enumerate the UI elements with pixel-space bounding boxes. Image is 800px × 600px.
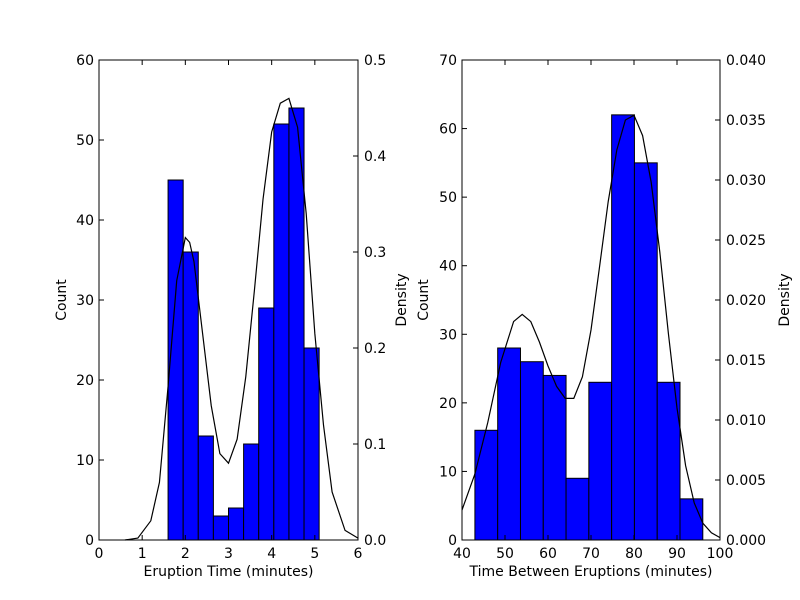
y-tick-label-eruption-time-2: 20 (76, 373, 94, 389)
bar-eruption-time-9 (303, 347, 320, 541)
y2-tick-label-eruption-time-2: 0.2 (364, 341, 386, 357)
bar-time-between-5 (588, 381, 613, 541)
x-axis-label-time-between: Time Between Eruptions (minutes) (469, 564, 713, 580)
y2-tick-label-time-between-7: 0.035 (726, 113, 766, 129)
y2-ticks-eruption-time: 0.0 0.1 0.2 0.3 0.4 0.5 (353, 53, 386, 549)
bar-time-between-2 (519, 361, 544, 541)
x-tick-label-time-between-1: 50 (496, 546, 514, 562)
x-tick-label-eruption-time-4: 4 (267, 546, 276, 562)
bars-eruption-time (167, 107, 320, 541)
density-curve-eruption-time (124, 97, 359, 541)
y-tick-label-time-between-1: 10 (439, 464, 457, 480)
bar-eruption-time-2 (197, 435, 214, 541)
x-tick-label-time-between-4: 80 (625, 546, 643, 562)
x-tick-label-time-between-3: 70 (582, 546, 600, 562)
x-tick-label-time-between-0: 40 (453, 546, 471, 562)
bar-time-between-0 (474, 429, 499, 541)
y2-tick-label-time-between-6: 0.030 (726, 173, 766, 189)
y2-tick-label-eruption-time-3: 0.3 (364, 245, 386, 261)
y2-tick-label-eruption-time-0: 0.0 (364, 533, 386, 549)
y-tick-label-eruption-time-3: 30 (76, 293, 94, 309)
y-tick-label-time-between-2: 20 (439, 396, 457, 412)
y2-tick-label-time-between-1: 0.005 (726, 473, 766, 489)
y2-tick-label-time-between-8: 0.040 (726, 53, 766, 69)
y-axis-label-time-between: Count (416, 279, 432, 321)
x-tick-label-eruption-time-3: 3 (224, 546, 233, 562)
bar-time-between-3 (542, 374, 567, 541)
x-tick-label-eruption-time-2: 2 (181, 546, 190, 562)
y2-tick-label-eruption-time-5: 0.5 (364, 53, 386, 69)
bar-time-between-7 (633, 162, 658, 541)
y-tick-label-eruption-time-1: 10 (76, 453, 94, 469)
y-tick-label-eruption-time-6: 60 (76, 53, 94, 69)
bar-eruption-time-3 (212, 515, 229, 541)
x-axis-label-eruption-time: Eruption Time (minutes) (144, 564, 314, 580)
bar-eruption-time-6 (258, 307, 275, 541)
chart-eruption-time: 0 1 2 3 4 5 6 0 10 20 30 40 50 60 0.0 0.1 0.2 0.3 0.4 0.5… (54, 53, 410, 580)
bar-time-between-9 (679, 498, 704, 541)
y-ticks-eruption-time: 0 10 20 30 40 50 60 (76, 53, 104, 549)
y2-tick-label-eruption-time-4: 0.4 (364, 149, 386, 165)
y-ticks-time-between: 0 10 20 30 40 50 60 70 (439, 53, 467, 549)
y-tick-label-time-between-5: 50 (439, 190, 457, 206)
y-tick-label-time-between-4: 40 (439, 259, 457, 275)
y2-axis-label-eruption-time: Density (394, 273, 410, 326)
y2-axis-label-time-between: Density (777, 273, 793, 326)
bar-eruption-time-7 (273, 123, 290, 541)
x-tick-label-eruption-time-5: 5 (310, 546, 319, 562)
y-tick-label-time-between-0: 0 (448, 533, 457, 549)
y2-tick-label-eruption-time-1: 0.1 (364, 437, 386, 453)
bar-eruption-time-4 (228, 507, 245, 541)
y-tick-label-time-between-3: 30 (439, 327, 457, 343)
y-axis-label-eruption-time: Count (54, 279, 70, 321)
bar-time-between-1 (497, 347, 521, 541)
x-tick-label-eruption-time-1: 1 (138, 546, 147, 562)
x-tick-label-eruption-time-0: 0 (95, 546, 104, 562)
y2-tick-label-time-between-3: 0.015 (726, 353, 766, 369)
y-tick-label-time-between-7: 70 (439, 53, 457, 69)
y-tick-label-eruption-time-5: 50 (76, 133, 94, 149)
y-tick-label-time-between-6: 60 (439, 122, 457, 138)
bar-time-between-4 (565, 477, 590, 541)
x-tick-label-time-between-5: 90 (668, 546, 686, 562)
x-tick-label-eruption-time-6: 6 (354, 546, 363, 562)
bar-eruption-time-5 (243, 443, 260, 541)
density-curve-time-between (461, 114, 721, 539)
y2-tick-label-time-between-0: 0.000 (726, 533, 766, 549)
x-ticks-eruption-time: 0 1 2 3 4 5 6 (95, 60, 363, 562)
y-tick-label-eruption-time-0: 0 (85, 533, 94, 549)
x-tick-label-time-between-2: 60 (539, 546, 557, 562)
y2-tick-label-time-between-4: 0.020 (726, 293, 766, 309)
y-tick-label-eruption-time-4: 40 (76, 213, 94, 229)
bar-time-between-6 (611, 114, 635, 541)
y2-ticks-time-between: 0.000 0.005 0.010 0.015 0.020 0.025 0.030 0.035… (715, 53, 766, 549)
bar-eruption-time-1 (182, 251, 199, 541)
x-tick-label-time-between-6: 100 (707, 546, 734, 562)
y2-tick-label-time-between-2: 0.010 (726, 413, 766, 429)
y2-tick-label-time-between-5: 0.025 (726, 233, 766, 249)
bars-time-between (474, 114, 704, 541)
x-ticks-time-between: 40 50 60 70 80 90 100 (453, 60, 733, 562)
